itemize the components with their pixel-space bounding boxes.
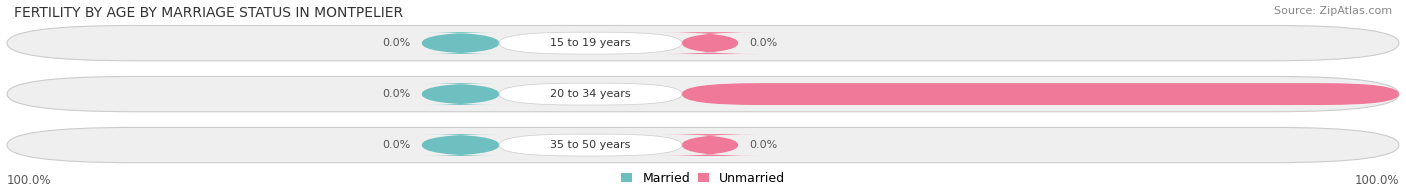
Text: 0.0%: 0.0%	[749, 140, 778, 150]
Text: 35 to 50 years: 35 to 50 years	[550, 140, 631, 150]
Text: 0.0%: 0.0%	[382, 38, 411, 48]
FancyBboxPatch shape	[7, 76, 1399, 112]
FancyBboxPatch shape	[422, 83, 499, 105]
FancyBboxPatch shape	[499, 32, 682, 54]
Text: 0.0%: 0.0%	[382, 140, 411, 150]
FancyBboxPatch shape	[682, 83, 1399, 105]
FancyBboxPatch shape	[422, 134, 499, 156]
Legend: Married, Unmarried: Married, Unmarried	[616, 167, 790, 190]
FancyBboxPatch shape	[422, 32, 499, 54]
Text: 100.0%: 100.0%	[1354, 174, 1399, 187]
FancyBboxPatch shape	[7, 25, 1399, 61]
Text: 20 to 34 years: 20 to 34 years	[550, 89, 631, 99]
FancyBboxPatch shape	[499, 134, 682, 156]
Text: Source: ZipAtlas.com: Source: ZipAtlas.com	[1274, 6, 1392, 16]
Text: 0.0%: 0.0%	[749, 38, 778, 48]
Text: 100.0%: 100.0%	[7, 174, 52, 187]
Text: 15 to 19 years: 15 to 19 years	[550, 38, 631, 48]
Text: 0.0%: 0.0%	[382, 89, 411, 99]
Text: FERTILITY BY AGE BY MARRIAGE STATUS IN MONTPELIER: FERTILITY BY AGE BY MARRIAGE STATUS IN M…	[14, 6, 404, 20]
FancyBboxPatch shape	[661, 134, 759, 156]
FancyBboxPatch shape	[7, 127, 1399, 163]
FancyBboxPatch shape	[661, 32, 759, 54]
FancyBboxPatch shape	[499, 83, 682, 105]
